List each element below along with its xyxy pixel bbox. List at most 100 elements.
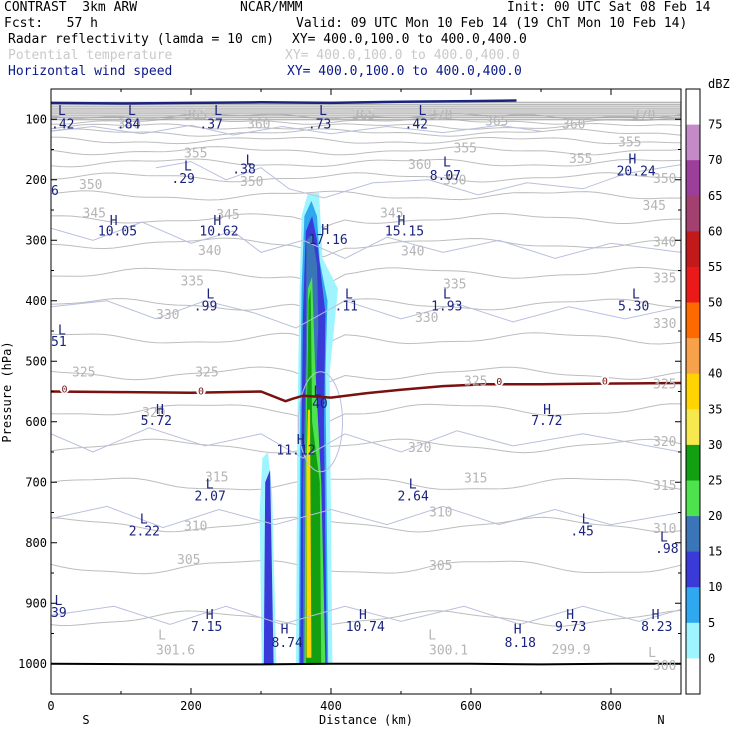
- colorbar-level: 50: [708, 296, 722, 310]
- model-title: CONTRAST 3km ARW: [4, 0, 138, 15]
- wind-label: 10.62: [199, 224, 238, 239]
- theta-label: 355: [184, 146, 207, 161]
- wind-label: L: [632, 287, 640, 302]
- wind-contour: [51, 124, 542, 136]
- y-tick-label: 1000: [18, 657, 47, 671]
- wind-contour: [51, 221, 681, 259]
- wind-label: L: [184, 160, 192, 175]
- y-tick-label: 600: [25, 415, 47, 429]
- reflectivity-cell: [263, 470, 274, 664]
- wind-label: 15.15: [385, 224, 424, 239]
- colorbar-swatch: [686, 658, 700, 695]
- theta-contour: [51, 477, 681, 491]
- wind-label: 5.30: [618, 299, 649, 314]
- theta-label: L: [428, 629, 436, 644]
- wind-label: L: [409, 477, 417, 492]
- contour-labels: 360 365 360 365 370 370 365 360 355 355 355 360 350 3…: [51, 104, 679, 674]
- theta-label: 370: [429, 108, 452, 123]
- colorbar-unit: dBZ: [708, 77, 730, 91]
- theta-label: L: [648, 646, 656, 661]
- wind-label: 51: [51, 335, 67, 350]
- zero-isotherm: [51, 381, 681, 666]
- theta-label: 345: [643, 199, 666, 214]
- field-wind-xy: XY= 400.0,100.0 to 400.0,400.0: [287, 64, 522, 79]
- theta-label: L: [158, 629, 166, 644]
- wind-contour: [298, 371, 343, 473]
- forecast-hour: Fcst: 57 h: [4, 16, 98, 31]
- theta-label: 320: [408, 441, 431, 456]
- reflectivity-cell: [306, 409, 312, 658]
- theta-contour: [51, 438, 681, 454]
- wind-label: L: [128, 104, 136, 119]
- ground-line: [51, 662, 681, 666]
- colorbar-level: 75: [708, 118, 722, 132]
- theta-label: 345: [216, 208, 239, 223]
- zero-label-bg: [599, 375, 610, 386]
- theta-label: 300.1: [429, 644, 468, 659]
- wind-label: 11.12: [276, 443, 315, 458]
- theta-label: 320: [653, 435, 676, 450]
- colorbar-level: 65: [708, 189, 722, 203]
- wind-label: L: [214, 104, 222, 119]
- wind-label: 5.72: [141, 414, 172, 429]
- wind-contours: [51, 99, 681, 625]
- colorbar-swatch: [686, 587, 700, 624]
- y-tick-label: 900: [25, 596, 47, 610]
- theta-label: 340: [401, 244, 424, 259]
- theta-label: 325: [72, 365, 95, 380]
- theta-label: 365: [485, 114, 508, 129]
- y-tick-label: 700: [25, 475, 47, 489]
- colorbar-swatch: [686, 160, 700, 197]
- theta-label: 299.9: [552, 643, 591, 658]
- wind-label: L: [206, 287, 214, 302]
- wind-label: H: [629, 152, 637, 167]
- wind-label: .73: [308, 117, 331, 132]
- x-tick-label: 400: [320, 699, 342, 713]
- zero-label-bg: [494, 376, 505, 387]
- wind-label: L: [443, 287, 451, 302]
- colorbar-level: 35: [708, 402, 722, 416]
- wind-label: 39: [51, 606, 67, 621]
- theta-label: 300: [653, 659, 676, 674]
- wind-label: 2.64: [398, 489, 429, 504]
- theta-contour: [51, 136, 681, 145]
- theta-label: 335: [653, 272, 676, 287]
- wind-label: L: [319, 104, 327, 119]
- theta-contour: [51, 146, 681, 156]
- theta-label: 315: [205, 471, 228, 486]
- zero-label: 0: [602, 377, 608, 388]
- wind-label: .84: [117, 117, 141, 132]
- theta-contour: [51, 298, 681, 314]
- colorbar-level: 40: [708, 367, 722, 381]
- colorbar-swatch: [686, 444, 700, 481]
- theta-contour: [51, 266, 681, 287]
- wind-label: H: [514, 623, 522, 638]
- zero-label-bg: [196, 385, 206, 396]
- colorbar-swatch: [686, 302, 700, 339]
- wind-label: .11: [335, 299, 358, 314]
- theta-label: 350: [443, 174, 466, 189]
- colorbar-swatch: [686, 516, 700, 553]
- wind-label: H: [206, 608, 214, 623]
- theta-contour: [51, 560, 681, 575]
- theta-label: 355: [569, 152, 592, 167]
- wind-label: H: [359, 608, 367, 623]
- colorbar-swatch: [686, 266, 700, 303]
- theta-label: 315: [653, 479, 676, 494]
- theta-contour: [51, 366, 681, 386]
- wind-label: .99: [194, 299, 217, 314]
- wind-contour: [51, 505, 681, 529]
- wind-label: L: [582, 512, 590, 527]
- theta-label: 360: [118, 117, 141, 132]
- colorbar-level: 15: [708, 545, 722, 559]
- wind-label: H: [110, 214, 118, 229]
- theta-contour: [51, 212, 681, 228]
- wind-contour: [51, 300, 681, 329]
- wind-label: 8.07: [430, 169, 461, 184]
- colorbar-level: 60: [708, 224, 722, 238]
- wind-label: L: [206, 477, 214, 492]
- zero-label-bg: [59, 383, 70, 394]
- colorbar-swatch: [686, 551, 700, 588]
